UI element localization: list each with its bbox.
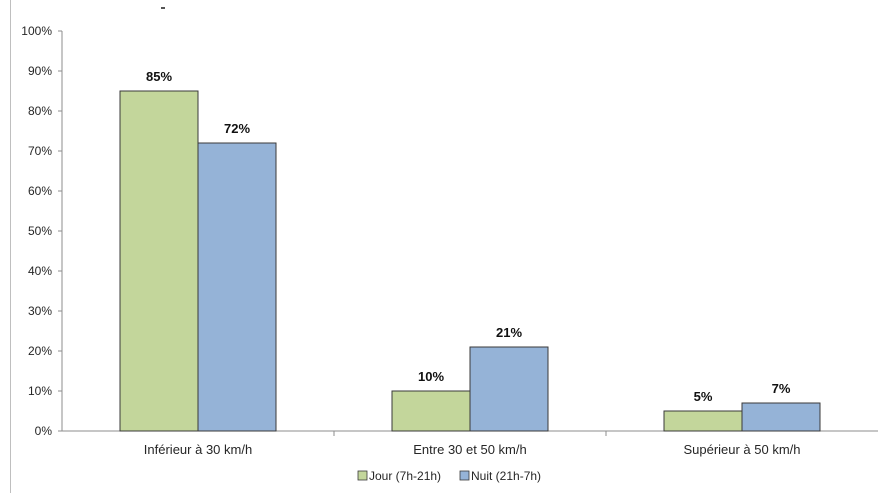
bar	[741, 402, 821, 432]
legend-swatch	[459, 470, 470, 481]
bar	[391, 390, 471, 432]
chart-left-border	[10, 0, 11, 493]
bar	[469, 346, 549, 432]
bar	[663, 410, 743, 432]
y-tick-label: 30%	[28, 304, 52, 318]
y-tick-label: 80%	[28, 104, 52, 118]
y-tick-label: 20%	[28, 344, 52, 358]
legend-swatch	[357, 470, 368, 481]
data-label: 85%	[146, 69, 172, 84]
data-label: 5%	[694, 389, 713, 404]
y-tick-label: 10%	[28, 384, 52, 398]
x-tick-label: Entre 30 et 50 km/h	[413, 442, 526, 457]
data-label: 7%	[772, 381, 791, 396]
top-mark	[161, 7, 165, 9]
data-label: 10%	[418, 369, 444, 384]
data-label: 72%	[224, 121, 250, 136]
x-tick-label: Supérieur à 50 km/h	[683, 442, 800, 457]
legend-label: Nuit (21h-7h)	[471, 469, 541, 483]
y-tick-label: 40%	[28, 264, 52, 278]
y-tick-label: 100%	[21, 24, 52, 38]
y-tick-label: 90%	[28, 64, 52, 78]
y-tick-label: 0%	[35, 424, 53, 438]
bar	[119, 90, 199, 432]
data-label: 21%	[496, 325, 522, 340]
y-tick-label: 70%	[28, 144, 52, 158]
y-tick-label: 60%	[28, 184, 52, 198]
bar	[197, 142, 277, 432]
legend-label: Jour (7h-21h)	[369, 469, 441, 483]
y-tick-label: 50%	[28, 224, 52, 238]
x-tick-label: Inférieur à 30 km/h	[144, 442, 252, 457]
